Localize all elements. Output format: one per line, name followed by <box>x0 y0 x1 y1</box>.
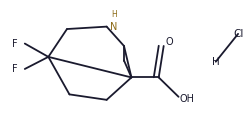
Text: F: F <box>12 39 18 49</box>
Text: N: N <box>110 22 118 32</box>
Text: Cl: Cl <box>233 29 243 39</box>
Text: OH: OH <box>180 94 195 104</box>
Text: F: F <box>12 64 18 74</box>
Text: H: H <box>111 10 117 19</box>
Text: H: H <box>212 57 220 67</box>
Text: O: O <box>166 37 173 47</box>
